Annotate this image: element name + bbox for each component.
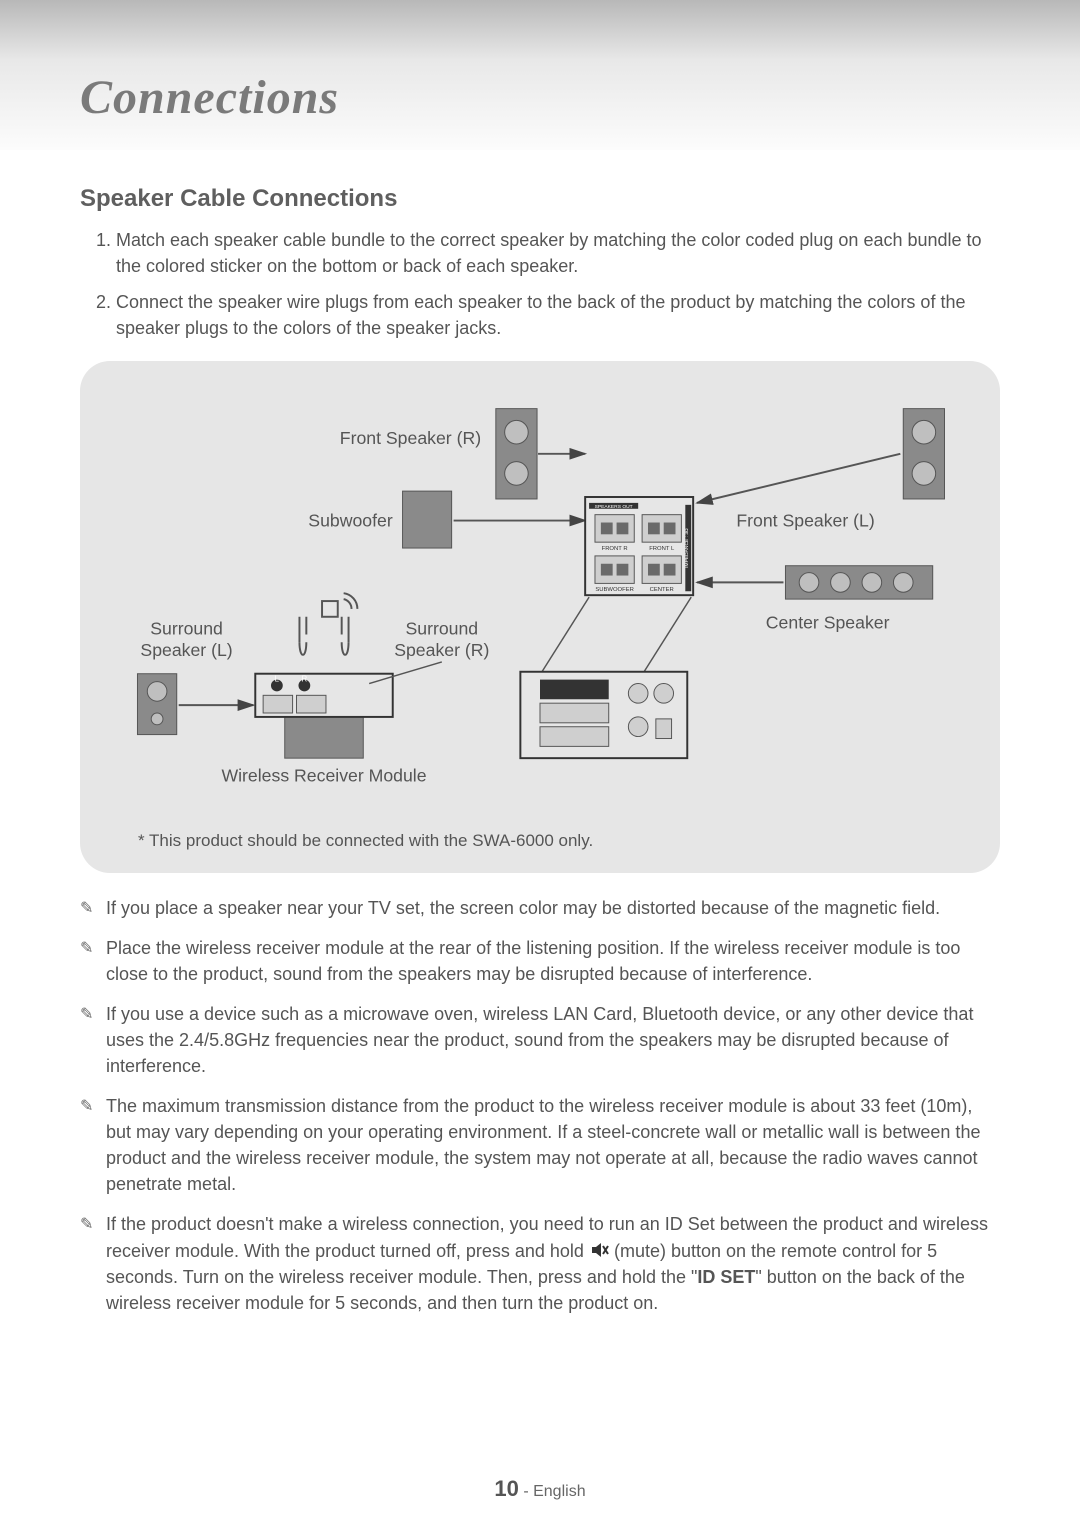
front-speaker-l	[903, 409, 944, 499]
page-footer: 10 - English	[0, 1476, 1080, 1502]
speakers-out-panel: SPEAKERS OUT FRONT R FRONT L	[585, 497, 693, 595]
svg-text:IMPEDANCE : 3Ω: IMPEDANCE : 3Ω	[684, 528, 690, 568]
front-speaker-r	[496, 409, 537, 499]
connection-diagram: Front Speaker (R) Subwoofer SPEAKERS OUT	[108, 389, 972, 811]
page-title: Connections	[80, 70, 1080, 125]
label-wireless: Wireless Receiver Module	[221, 766, 426, 786]
center-speaker	[785, 566, 932, 599]
wireless-jack-panel: L R	[255, 674, 392, 717]
note-bullet-icon: ✎	[80, 895, 106, 921]
note-bullet-icon: ✎	[80, 1211, 106, 1315]
subwoofer	[403, 491, 452, 548]
svg-text:CENTER: CENTER	[650, 588, 674, 594]
note-item: ✎ The maximum transmission distance from…	[80, 1093, 1000, 1197]
note-item: ✎ If you place a speaker near your TV se…	[80, 895, 1000, 921]
svg-text:SUBWOOFER: SUBWOOFER	[595, 588, 634, 594]
note-bullet-icon: ✎	[80, 1093, 106, 1197]
mute-icon	[589, 1240, 609, 1260]
wireless-signal-icon	[322, 594, 357, 618]
svg-text:FRONT R: FRONT R	[602, 546, 628, 552]
svg-text:L: L	[275, 675, 280, 684]
label-front-r: Front Speaker (R)	[340, 428, 481, 448]
label-surround-r-2: Speaker (R)	[394, 640, 489, 660]
header-gradient: Connections	[0, 0, 1080, 150]
note-item-idset: ✎ If the product doesn't make a wireless…	[80, 1211, 1000, 1315]
svg-text:R: R	[302, 675, 308, 684]
product-back-panel	[520, 672, 687, 758]
label-front-l: Front Speaker (L)	[736, 511, 874, 531]
surround-speaker-l	[137, 674, 176, 735]
note-bullet-icon: ✎	[80, 935, 106, 987]
label-subwoofer: Subwoofer	[308, 511, 393, 531]
section-subtitle: Speaker Cable Connections	[80, 185, 1000, 213]
note-item: ✎ If you use a device such as a microwav…	[80, 1001, 1000, 1079]
label-surround-l-1: Surround	[150, 619, 223, 639]
svg-text:FRONT L: FRONT L	[649, 546, 675, 552]
note-bullet-icon: ✎	[80, 1001, 106, 1079]
label-surround-r-1: Surround	[406, 619, 479, 639]
step-item: Match each speaker cable bundle to the c…	[116, 227, 1000, 279]
diagram-note: * This product should be connected with …	[138, 831, 972, 851]
steps-list: Match each speaker cable bundle to the c…	[80, 227, 1000, 341]
label-center: Center Speaker	[766, 613, 890, 633]
step-item: Connect the speaker wire plugs from each…	[116, 289, 1000, 341]
svg-text:SPEAKERS OUT: SPEAKERS OUT	[595, 504, 633, 510]
label-surround-l-2: Speaker (L)	[140, 640, 232, 660]
diagram-panel: Front Speaker (R) Subwoofer SPEAKERS OUT	[80, 361, 1000, 872]
note-item: ✎ Place the wireless receiver module at …	[80, 935, 1000, 987]
